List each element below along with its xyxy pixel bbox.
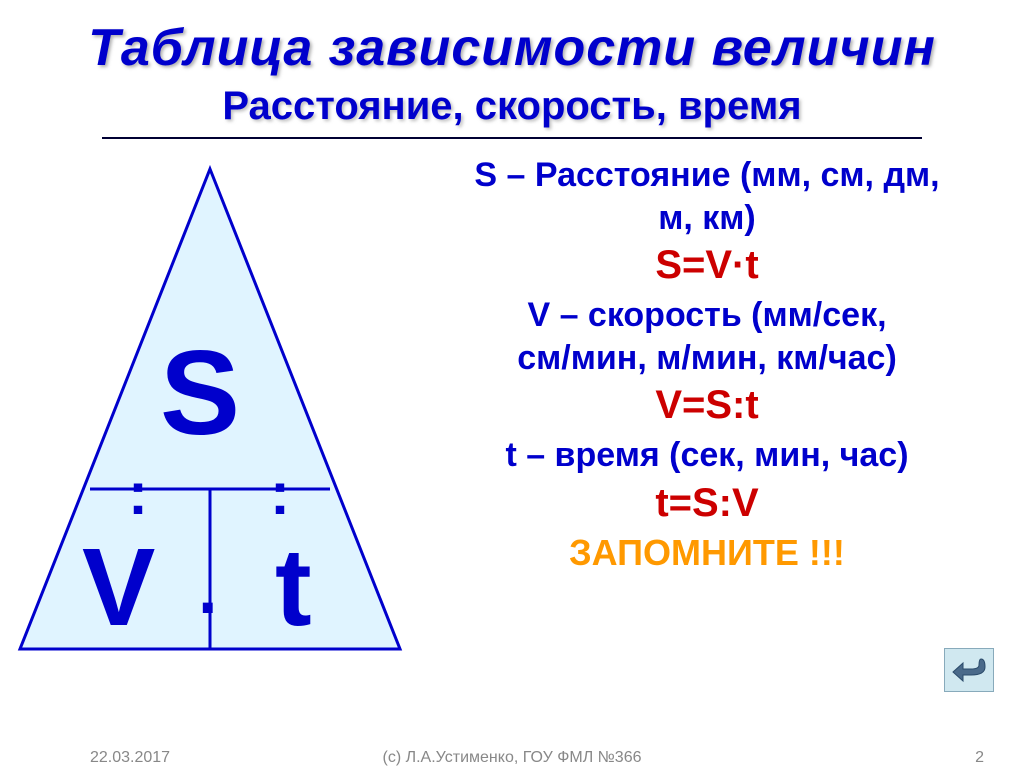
footer-page-number: 2 xyxy=(975,749,984,767)
triangle-op-divide-right: : xyxy=(270,459,290,528)
v-formula: V=S:t xyxy=(420,383,994,428)
main-title: Таблица зависимости величин xyxy=(0,0,1024,78)
v-definition-line2: см/мин, м/мин, км/час) xyxy=(420,337,994,380)
title-underline xyxy=(102,137,922,139)
triangle-op-divide-left: : xyxy=(128,459,148,528)
back-arrow-icon xyxy=(951,655,987,685)
remember-label: ЗАПОМНИТЕ !!! xyxy=(420,532,994,574)
triangle-right-letter: t xyxy=(275,524,312,651)
triangle-top-letter: S xyxy=(160,324,240,462)
triangle-op-multiply: · xyxy=(198,567,221,647)
back-button[interactable] xyxy=(944,648,994,692)
content-row: S V t : : · S – Расстояние (мм, см, дм, … xyxy=(0,149,1024,669)
subtitle: Расстояние, скорость, время xyxy=(0,84,1024,129)
triangle-left-letter: V xyxy=(82,524,155,651)
v-definition-line1: V – скорость (мм/сек, xyxy=(420,294,994,337)
s-formula: S=V·t xyxy=(420,243,994,288)
footer-author: (с) Л.А.Устименко, ГОУ ФМЛ №366 xyxy=(0,749,1024,767)
t-formula: t=S:V xyxy=(420,481,994,526)
t-definition-line1: t – время (сек, мин, час) xyxy=(420,434,994,477)
definitions-block: S – Расстояние (мм, см, дм, м, км) S=V·t… xyxy=(420,149,1024,669)
s-definition-line2: м, км) xyxy=(420,197,994,240)
s-definition-line1: S – Расстояние (мм, см, дм, xyxy=(420,154,994,197)
triangle-diagram: S V t : : · xyxy=(0,149,420,669)
